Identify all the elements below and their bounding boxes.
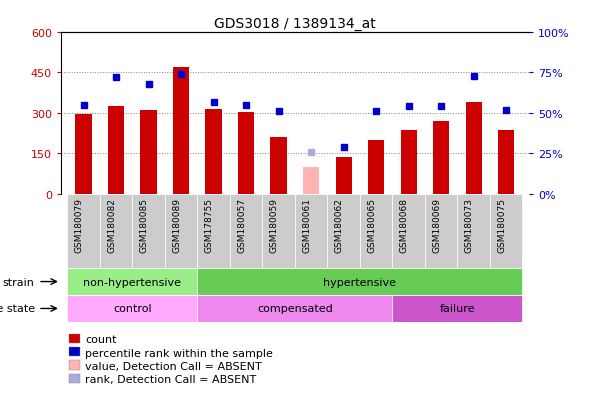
Bar xyxy=(295,194,327,268)
Title: GDS3018 / 1389134_at: GDS3018 / 1389134_at xyxy=(214,17,376,31)
Bar xyxy=(198,295,392,322)
Bar xyxy=(498,131,514,194)
Text: GSM180073: GSM180073 xyxy=(465,198,474,253)
Text: failure: failure xyxy=(440,304,475,314)
Bar xyxy=(490,194,522,268)
Bar xyxy=(173,68,189,194)
Text: control: control xyxy=(113,304,151,314)
Bar xyxy=(457,194,490,268)
Legend: count, percentile rank within the sample, value, Detection Call = ABSENT, rank, : count, percentile rank within the sample… xyxy=(66,332,275,386)
Text: GSM180082: GSM180082 xyxy=(107,198,116,253)
Bar xyxy=(206,109,222,194)
Bar xyxy=(392,194,425,268)
Bar xyxy=(238,112,254,194)
Bar xyxy=(67,295,198,322)
Bar xyxy=(360,194,392,268)
Text: disease state: disease state xyxy=(0,304,35,314)
Text: GSM180068: GSM180068 xyxy=(399,198,409,253)
Text: GSM180089: GSM180089 xyxy=(172,198,181,253)
Bar xyxy=(198,194,230,268)
Bar xyxy=(466,103,482,194)
Text: non-hypertensive: non-hypertensive xyxy=(83,277,181,287)
Bar xyxy=(100,194,133,268)
Bar xyxy=(271,138,287,194)
Text: GSM178755: GSM178755 xyxy=(205,198,213,253)
Bar xyxy=(67,268,198,295)
Bar xyxy=(67,194,100,268)
Bar xyxy=(75,115,92,194)
Text: GSM180065: GSM180065 xyxy=(367,198,376,253)
Bar xyxy=(263,194,295,268)
Bar xyxy=(392,295,522,322)
Bar xyxy=(401,131,417,194)
Text: GSM180069: GSM180069 xyxy=(432,198,441,253)
Bar xyxy=(327,194,360,268)
Text: GSM180059: GSM180059 xyxy=(269,198,278,253)
Bar xyxy=(140,111,157,194)
Bar xyxy=(108,107,124,194)
Bar xyxy=(336,158,352,194)
Bar xyxy=(230,194,263,268)
Text: GSM180062: GSM180062 xyxy=(334,198,344,253)
Text: strain: strain xyxy=(3,277,35,287)
Bar xyxy=(133,194,165,268)
Text: GSM180075: GSM180075 xyxy=(497,198,506,253)
Bar xyxy=(198,268,522,295)
Text: GSM180079: GSM180079 xyxy=(75,198,83,253)
Bar xyxy=(425,194,457,268)
Bar xyxy=(303,167,319,194)
Text: GSM180085: GSM180085 xyxy=(140,198,148,253)
Text: GSM180057: GSM180057 xyxy=(237,198,246,253)
Text: hypertensive: hypertensive xyxy=(323,277,396,287)
Text: GSM180061: GSM180061 xyxy=(302,198,311,253)
Bar xyxy=(368,140,384,194)
Text: compensated: compensated xyxy=(257,304,333,314)
Bar xyxy=(433,121,449,194)
Bar xyxy=(165,194,198,268)
